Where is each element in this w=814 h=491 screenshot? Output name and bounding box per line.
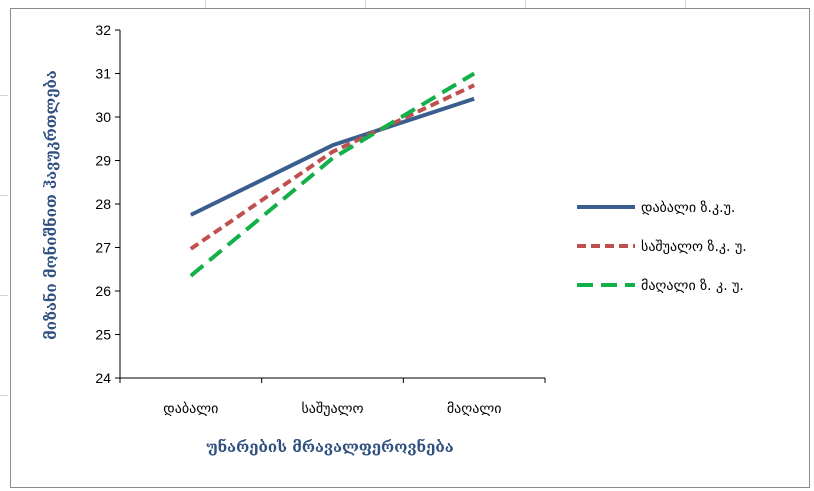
y-tick-label: 27 [95, 240, 111, 256]
y-tick-label: 24 [95, 370, 111, 386]
series-line-2 [189, 83, 476, 251]
x-tick-label: საშუალო [301, 401, 363, 417]
cell-gridline [0, 395, 8, 396]
cell-gridline [0, 295, 8, 296]
y-axis-title: მიზანი მონიშნით ჰავუკრთლება [42, 70, 60, 340]
legend-label-3: მაღალი ზ. კ. უ. [641, 278, 744, 294]
y-tick-label: 26 [95, 283, 111, 299]
cell-gridline [685, 0, 686, 8]
legend-label-2: საშუალო ზ.კ. უ. [641, 239, 747, 255]
y-tick-label: 29 [95, 153, 111, 169]
series-lines [189, 71, 476, 278]
series-line-3 [189, 71, 476, 278]
legend-label-1: დაბალი ზ.კ.უ. [641, 200, 735, 216]
y-axis: 24 25 26 27 28 29 30 31 32 [95, 22, 121, 386]
y-tick-label: 25 [95, 327, 111, 343]
legend: დაბალი ზ.კ.უ. საშუალო ზ.კ. უ. მაღალი ზ. კ.… [577, 200, 747, 294]
chart-object[interactable] [10, 8, 810, 488]
x-tick-label: მაღალი [447, 401, 502, 417]
x-tick-label: დაბალი [163, 401, 218, 417]
y-tick-label: 32 [95, 22, 111, 38]
cell-gridline [0, 195, 8, 196]
cell-gridline [205, 0, 206, 8]
y-tick-label: 31 [95, 66, 111, 82]
y-tick-label: 28 [95, 196, 111, 212]
series-line-1 [189, 96, 475, 217]
x-axis-title: უნარების მრავალფეროვნება [206, 438, 453, 456]
cell-gridline [0, 95, 8, 96]
y-tick-label: 30 [95, 109, 111, 125]
cell-gridline [365, 0, 366, 8]
cell-gridline [525, 0, 526, 8]
x-axis: დაბალი საშუალო მაღალი [119, 377, 546, 417]
